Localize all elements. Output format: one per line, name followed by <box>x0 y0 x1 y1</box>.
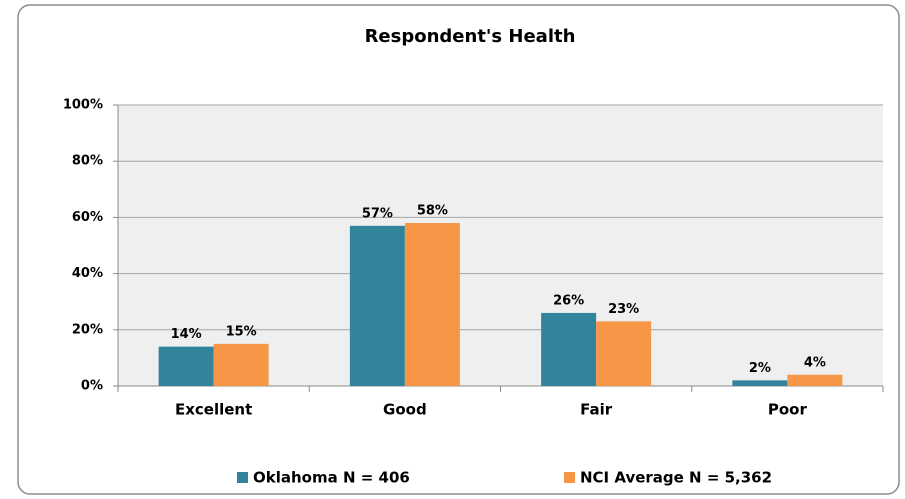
legend-label: Oklahoma N = 406 <box>253 469 410 487</box>
legend-label: NCI Average N = 5,362 <box>580 469 772 487</box>
legend-swatch <box>564 472 575 483</box>
bar <box>404 223 460 386</box>
legend-swatch <box>237 472 248 483</box>
bar <box>158 346 214 386</box>
bar <box>541 312 597 386</box>
x-tick-label: Excellent <box>175 401 252 419</box>
value-label: 15% <box>226 324 257 339</box>
y-tick-label: 60% <box>72 210 103 225</box>
value-label: 4% <box>804 355 826 370</box>
x-tick-label: Good <box>383 401 427 419</box>
x-tick-label: Poor <box>768 401 808 419</box>
bar <box>349 225 405 386</box>
bar <box>213 343 269 386</box>
value-label: 23% <box>608 302 639 317</box>
bar <box>596 321 652 386</box>
plot-area <box>118 105 883 386</box>
y-tick-label: 40% <box>72 266 103 281</box>
value-label: 57% <box>362 206 393 221</box>
value-label: 26% <box>553 293 584 308</box>
y-tick-label: 20% <box>72 322 103 337</box>
y-tick-label: 80% <box>72 154 103 169</box>
value-label: 58% <box>417 204 448 219</box>
x-tick-label: Fair <box>580 401 613 419</box>
bar <box>787 374 843 386</box>
bar <box>732 380 788 386</box>
value-label: 2% <box>749 361 771 376</box>
y-tick-label: 100% <box>63 98 103 113</box>
value-label: 14% <box>171 327 202 342</box>
chart-title: Respondent's Health <box>365 26 576 47</box>
y-tick-label: 0% <box>81 379 103 394</box>
